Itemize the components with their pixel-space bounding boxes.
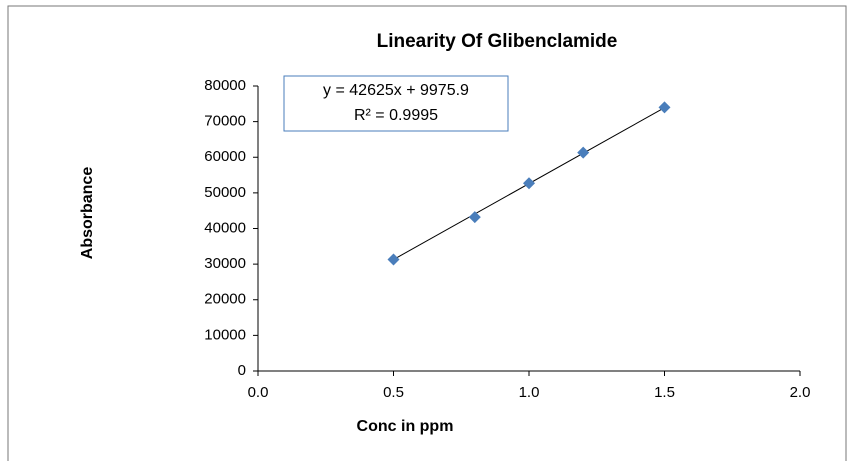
point — [468, 211, 481, 224]
x-tick-label: 1.0 — [519, 384, 540, 401]
y-tick-label: 30000 — [204, 255, 246, 272]
chart-border — [7, 5, 847, 461]
y-tick-label: 80000 — [204, 77, 246, 94]
x-axis-title: Conc in ppm — [357, 418, 454, 435]
y-axis-title: Absorbance — [79, 167, 96, 260]
r2-label: R² = 0.9995 — [354, 107, 438, 124]
y-tick-label: 0 — [238, 362, 246, 379]
x-tick-label: 0.5 — [383, 384, 404, 401]
point — [387, 253, 400, 266]
y-tick-label: 70000 — [204, 113, 246, 130]
point — [523, 177, 535, 190]
point — [658, 101, 671, 114]
equation-label: y = 42625x + 9975.9 — [323, 82, 469, 99]
chart-title: Linearity Of Glibenclamide — [377, 31, 618, 52]
equation-box — [283, 75, 509, 132]
x-tick-label: 1.5 — [654, 384, 675, 401]
point — [577, 146, 590, 159]
y-tick-label: 60000 — [204, 148, 246, 165]
y-tick-label: 10000 — [204, 326, 246, 343]
x-tick-label: 2.0 — [790, 384, 811, 401]
x-tick-label: 0.0 — [248, 384, 269, 401]
y-tick-label: 50000 — [204, 184, 246, 201]
y-tick-label: 40000 — [204, 219, 246, 236]
y-tick-label: 20000 — [204, 291, 246, 308]
